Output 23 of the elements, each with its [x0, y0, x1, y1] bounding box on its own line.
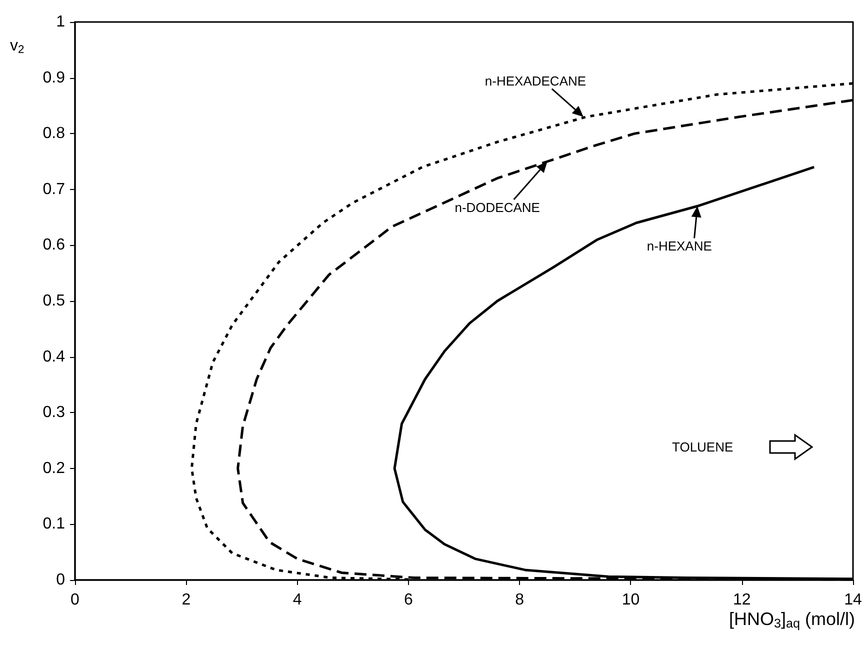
x-tick-label: 8 [515, 592, 524, 608]
y-tick-label: 0.5 [42, 292, 66, 310]
annotation: n-DODECANE [454, 200, 540, 215]
x-tick-label: 12 [732, 592, 751, 608]
y-tick-label: 0.6 [42, 236, 66, 254]
x-tick-label: 4 [292, 592, 302, 608]
y-tick-label: 0.2 [42, 460, 66, 477]
y-tick-label: 0.4 [42, 348, 66, 366]
annotation: n-HEXANE [646, 238, 712, 254]
y-tick-label: 0 [56, 572, 66, 588]
y-tick-label: 0.3 [42, 404, 66, 422]
y-tick-label: 0.8 [42, 125, 66, 142]
annotation: TOLUENE [672, 440, 734, 454]
y-tick-label: 1 [56, 14, 66, 30]
annotation: n-HEXADECANE [484, 73, 586, 88]
x-tick-label: 2 [182, 592, 191, 608]
x-tick-label: 10 [622, 592, 640, 608]
x-tick-label: 14 [844, 592, 862, 608]
y-tick-label: 0.9 [42, 69, 66, 86]
y-tick-label: 0.1 [42, 516, 66, 533]
y-tick-label: 0.7 [42, 180, 66, 198]
x-tick-label: 6 [404, 592, 413, 608]
x-tick-label: 0 [70, 592, 80, 608]
